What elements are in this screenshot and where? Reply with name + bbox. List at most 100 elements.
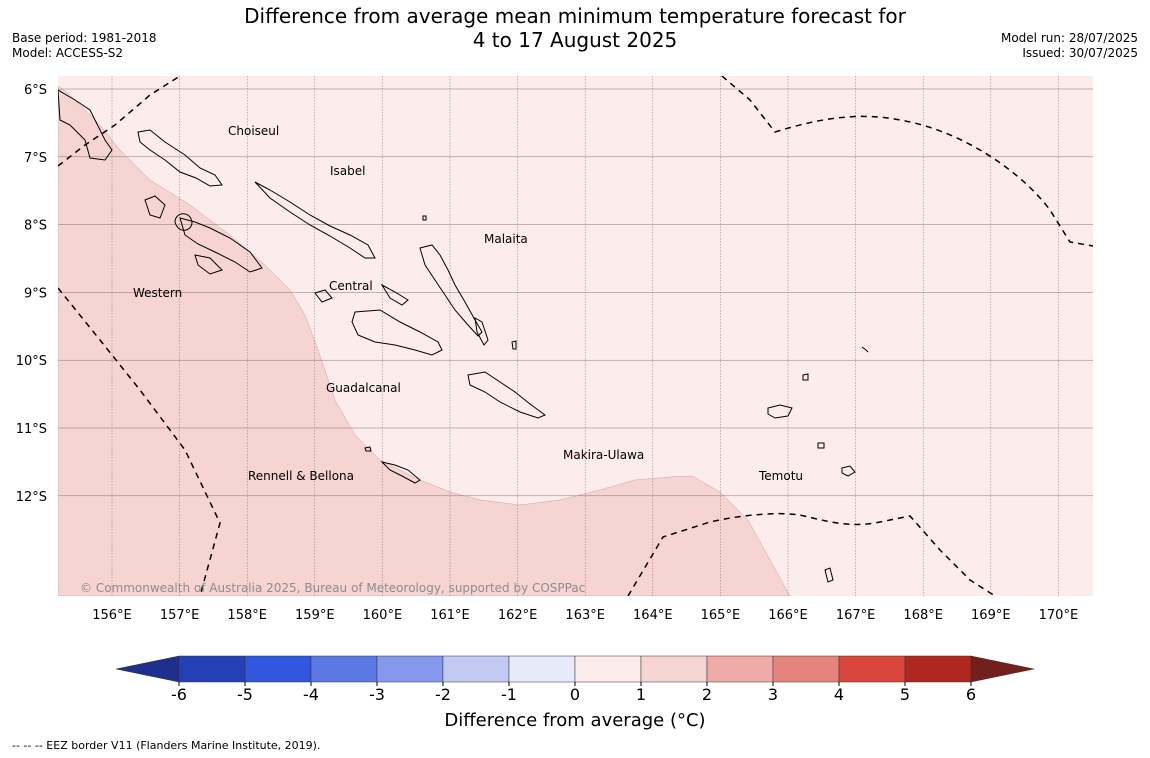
- island-bellona: [364, 446, 372, 452]
- longitude-label: 164°E: [633, 608, 673, 623]
- colorbar-tick-label: -5: [237, 685, 253, 704]
- island-reef-islands: [802, 373, 809, 381]
- longitude-label: 156°E: [92, 608, 132, 623]
- island-bougainville: [58, 89, 113, 161]
- island-utupua: [817, 442, 825, 449]
- colorbar-segment: [376, 655, 444, 683]
- eez-border-southwest: [58, 287, 221, 596]
- colorbar-tick-label: 2: [702, 685, 712, 704]
- model-name: Model: ACCESS-S2: [12, 46, 124, 60]
- island-vanikoro: [841, 465, 856, 477]
- province-label: Choiseul: [228, 124, 279, 138]
- island-maramasike: [474, 317, 489, 346]
- province-label: Western: [133, 286, 182, 300]
- longitude-label: 157°E: [160, 608, 200, 623]
- latitude-label: 10°S: [16, 354, 47, 369]
- colorbar-tick-label: 3: [768, 685, 778, 704]
- province-labels: Choiseul Isabel Malaita Western Central …: [133, 124, 803, 483]
- colorbar-segment: [442, 655, 510, 683]
- latitude-label: 7°S: [24, 151, 47, 166]
- longitude-label: 159°E: [295, 608, 335, 623]
- latitude-labels: 6°S 7°S 8°S 9°S 10°S 11°S 12°S: [16, 83, 47, 505]
- islands: [58, 89, 869, 583]
- longitude-label: 160°E: [363, 608, 403, 623]
- latitude-label: 6°S: [24, 83, 47, 98]
- meta-right: Model run: 28/07/2025 Issued: 30/07/2025: [1001, 31, 1138, 61]
- colorbar-tick-label: -1: [501, 685, 517, 704]
- colorbar-segment: [574, 655, 642, 683]
- model-run: Model run: 28/07/2025: [1000, 31, 1138, 45]
- island-ulawa: [511, 340, 517, 350]
- colorbar-tick-label: 5: [900, 685, 910, 704]
- island-rennell: [380, 461, 421, 484]
- colorbar-tick-label: 0: [570, 685, 580, 704]
- island-malaita: [419, 244, 483, 337]
- eez-border-west: [58, 76, 181, 167]
- colorbar-segment: [244, 655, 312, 683]
- title-line-2: 4 to 17 August 2025: [472, 28, 678, 52]
- colorbar-segment: [838, 655, 906, 683]
- longitude-label: 162°E: [498, 608, 538, 623]
- colorbar-tick-label: 1: [636, 685, 646, 704]
- eez-border-south: [627, 512, 996, 596]
- colorbar-tick-label: -6: [171, 685, 187, 704]
- colorbar-tick-label: 4: [834, 685, 844, 704]
- island-makira: [467, 371, 547, 419]
- island-guadalcanal: [351, 309, 443, 356]
- colorbar-segments: [115, 655, 1035, 683]
- issued-date: Issued: 30/07/2025: [1022, 46, 1138, 60]
- colorbar-extend-high: [970, 655, 1035, 683]
- island-russell: [314, 289, 333, 303]
- colorbar-segment: [178, 655, 246, 683]
- island-choiseul: [137, 129, 223, 187]
- province-label: Rennell & Bellona: [248, 469, 354, 483]
- latitude-label: 8°S: [24, 219, 47, 234]
- colorbar-segment: [706, 655, 774, 683]
- island-florida: [380, 283, 409, 306]
- longitude-label: 170°E: [1039, 608, 1079, 623]
- island-isabel: [254, 181, 376, 259]
- colorbar-tick-label: -4: [303, 685, 319, 704]
- latitude-label: 9°S: [24, 286, 47, 301]
- graticule: [58, 76, 1093, 596]
- chart-title: Difference from average mean minimum tem…: [0, 4, 1150, 52]
- colorbar-segment: [310, 655, 378, 683]
- province-label: Temotu: [758, 469, 803, 483]
- longitude-label: 163°E: [565, 608, 605, 623]
- title-line-1: Difference from average mean minimum tem…: [244, 4, 906, 28]
- colorbar-segment: [772, 655, 840, 683]
- colorbar-segment: [640, 655, 708, 683]
- colorbar-ticks: -6 -5 -4 -3 -2 -1 0 1 2 3 4 5 6: [171, 682, 976, 704]
- latitude-label: 12°S: [16, 490, 47, 505]
- longitude-label: 158°E: [227, 608, 267, 623]
- copyright-notice: © Commonwealth of Australia 2025, Bureau…: [80, 581, 585, 595]
- colorbar-segment: [508, 655, 576, 683]
- island-duff: [861, 346, 869, 353]
- island-kolombangara: [174, 213, 193, 231]
- colorbar-tick-label: -2: [435, 685, 451, 704]
- longitude-label: 167°E: [836, 608, 876, 623]
- colorbar-tick-label: 6: [966, 685, 976, 704]
- colorbar-tick-label: -3: [369, 685, 385, 704]
- eez-border-northeast: [721, 76, 1093, 247]
- province-label: Central: [329, 279, 373, 293]
- colorbar-label: Difference from average (°C): [444, 710, 706, 731]
- longitude-label: 161°E: [430, 608, 470, 623]
- eez-borders: [58, 76, 1093, 596]
- island-santa-cruz: [767, 404, 793, 419]
- island-anuta: [824, 567, 834, 583]
- colorbar-extend-low: [115, 655, 180, 683]
- meta-left: Base period: 1981-2018 Model: ACCESS-S2: [12, 31, 157, 61]
- island-rendova: [194, 254, 223, 275]
- province-label: Guadalcanal: [326, 381, 401, 395]
- island-ontong-java: [422, 215, 427, 221]
- longitude-label: 166°E: [768, 608, 808, 623]
- province-label: Isabel: [330, 164, 365, 178]
- island-vella-lavella: [144, 195, 166, 219]
- longitude-label: 168°E: [903, 608, 943, 623]
- latitude-label: 11°S: [16, 422, 47, 437]
- province-label: Makira-Ulawa: [563, 448, 644, 462]
- longitude-label: 165°E: [701, 608, 741, 623]
- colorbar-segment: [904, 655, 972, 683]
